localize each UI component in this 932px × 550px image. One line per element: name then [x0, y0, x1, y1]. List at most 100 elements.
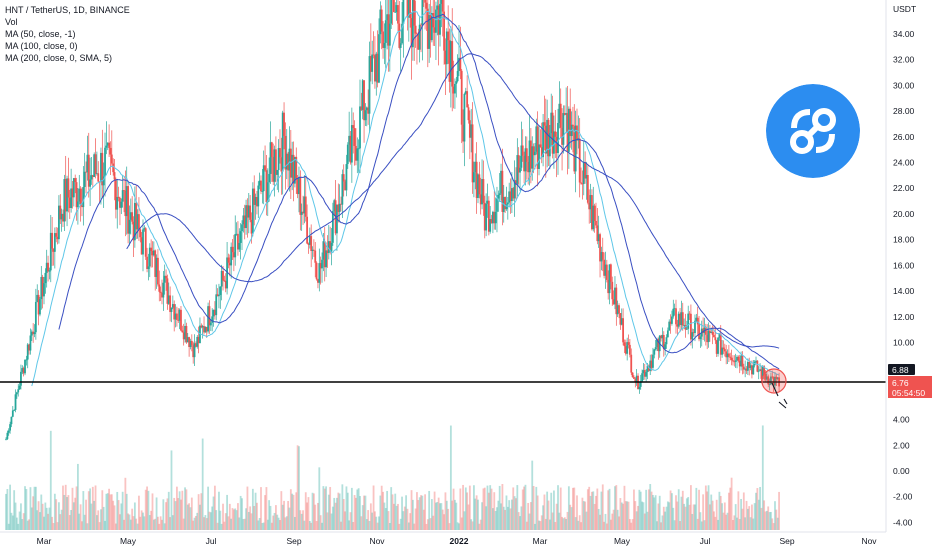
time-axis[interactable]: Mar May Jul Sep Nov 2022 Mar May Jul Sep Nov — [0, 531, 886, 546]
candle-body — [276, 170, 279, 175]
volume-bar — [435, 502, 437, 530]
volume-bar — [300, 513, 303, 530]
candle-body — [664, 344, 667, 350]
candle-body — [193, 343, 196, 358]
indicator-ma200[interactable]: MA (200, close, 0, SMA, 5) — [5, 53, 113, 63]
candle-body — [464, 91, 467, 94]
candle-body — [707, 330, 710, 343]
volume-bar — [269, 505, 272, 530]
candle-body — [55, 233, 58, 237]
volume-bar — [688, 504, 691, 530]
volume-bar — [641, 501, 643, 530]
volume-bar — [694, 504, 696, 530]
volume-bar — [349, 512, 352, 530]
candle-body — [277, 148, 280, 171]
volume-bar — [6, 489, 9, 530]
candle-body — [643, 370, 646, 377]
volume-bar — [253, 506, 256, 530]
candle-body — [219, 286, 222, 296]
candle-body — [635, 375, 638, 382]
candle-body — [713, 334, 715, 338]
candle-body — [364, 110, 367, 121]
candle-body — [551, 112, 554, 154]
candle-body — [406, 0, 409, 18]
indicator-ma100[interactable]: MA (100, close, 0) — [5, 41, 78, 51]
x-tick-label: Jul — [206, 536, 217, 546]
candle-body — [140, 237, 143, 255]
candle-body — [523, 155, 525, 172]
volume-bar — [67, 495, 70, 530]
candle-body — [287, 153, 290, 171]
candle-body — [393, 0, 395, 13]
candle-body — [189, 340, 192, 347]
volume-bar — [114, 523, 117, 530]
candle-body — [273, 149, 276, 182]
candle-body — [474, 161, 477, 173]
indicator-vol[interactable]: Vol — [5, 17, 18, 27]
price-axis[interactable]: USDT 34.00 32.00 30.00 28.00 26.00 24.00 22.00… — [885, 0, 916, 532]
volume-bar — [436, 502, 439, 530]
candle-body — [505, 204, 508, 210]
volume-bar — [704, 485, 707, 530]
candle-body — [18, 385, 21, 390]
volume-bar — [303, 520, 306, 530]
volume-bar — [409, 513, 412, 530]
volume-bar — [475, 495, 478, 530]
volume-bar — [510, 499, 513, 530]
volume-bar — [393, 503, 395, 530]
candle-body — [721, 347, 724, 355]
volume-bar — [605, 523, 608, 530]
candle-body — [43, 283, 45, 297]
candle-body — [462, 124, 464, 142]
volume-bar — [588, 486, 591, 530]
candle-body — [595, 220, 597, 226]
volume-bar — [188, 503, 191, 530]
volume-bar — [550, 492, 553, 530]
volume-bar — [733, 515, 736, 530]
volume-bar — [637, 505, 639, 530]
volume-bar — [68, 515, 71, 530]
candle-body — [258, 180, 261, 186]
volume-bar — [558, 512, 561, 530]
volume-bar — [323, 488, 326, 530]
candle-body — [58, 205, 60, 240]
volume-bar — [508, 500, 511, 530]
volume-bar — [291, 493, 294, 530]
candle-body — [341, 174, 344, 205]
candle-body — [143, 228, 146, 230]
volume-bar — [424, 494, 426, 530]
candle-body — [548, 133, 551, 157]
symbol-title[interactable]: HNT / TetherUS, 1D, BINANCE — [5, 5, 130, 15]
volume-bar — [53, 493, 56, 530]
candle-body — [269, 142, 272, 174]
candle-body — [704, 327, 707, 335]
candle-body — [365, 107, 368, 111]
volume-bar — [420, 495, 422, 530]
volume-bar — [220, 523, 223, 530]
candle-body — [185, 325, 188, 343]
volume-bar — [607, 490, 610, 530]
candle-body — [173, 304, 176, 320]
volume-bar — [262, 522, 265, 530]
candle-body — [584, 162, 587, 179]
candle-body — [702, 328, 705, 334]
ma200-line — [126, 53, 780, 349]
volume-bar — [250, 513, 253, 530]
candle-body — [228, 262, 231, 266]
y-tick-label: 30.00 — [893, 80, 915, 90]
volume-bar — [618, 516, 620, 530]
volume-bar — [51, 516, 54, 530]
volume-bar — [330, 513, 333, 530]
candle-body — [311, 249, 314, 251]
candle-body — [333, 200, 336, 212]
candle-body — [299, 177, 302, 215]
candle-body — [620, 318, 623, 325]
candle-body — [634, 378, 637, 382]
candle-body — [609, 264, 612, 282]
volume-bar — [740, 498, 742, 530]
candle-body — [546, 119, 549, 154]
candle-body — [447, 31, 450, 41]
indicator-ma50[interactable]: MA (50, close, -1) — [5, 29, 76, 39]
candle-body — [82, 186, 85, 208]
